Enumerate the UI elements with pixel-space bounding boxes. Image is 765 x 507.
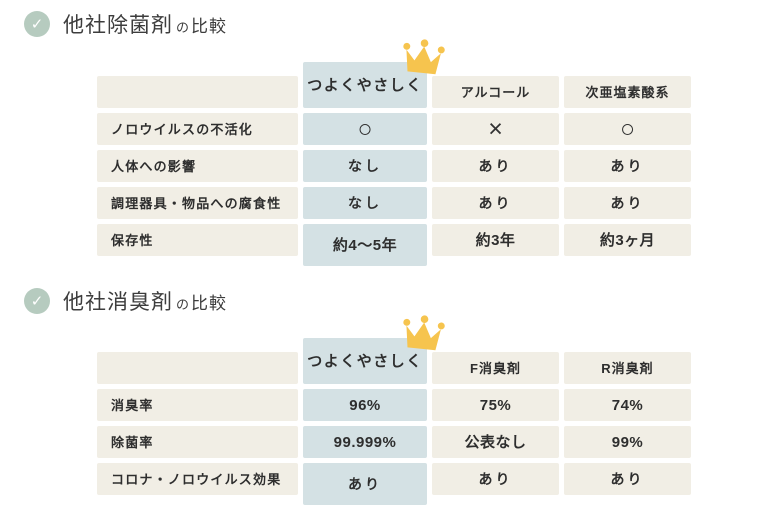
value-cell: 99% [564,426,691,458]
header-corner-cell [97,76,298,108]
header-competitor-cell: 次亜塩素酸系 [564,76,691,108]
header-product-cell: つよくやさしく [303,62,427,108]
check-icon: ✓ [24,288,50,314]
header-product-cell: つよくやさしく [303,338,427,384]
value-cell: なし [303,150,427,182]
value-cell: 96% [303,389,427,421]
value-cell: ○ [564,113,691,145]
value-cell: 約3年 [432,224,559,256]
value-cell: 公表なし [432,426,559,458]
section-title-disinfectant: ✓ 他社除菌剤の比較 [24,9,227,39]
value-cell: あり [432,150,559,182]
title-suffix: 比較 [191,17,228,36]
row-label-cell: 消臭率 [97,389,298,421]
crown-icon [396,312,450,355]
disinfectant-comparison-table: つよくやさしく アルコール 次亜塩素酸系 ノロウイルスの不活化 ○ × ○ 人体… [97,62,691,266]
section-title-text: 他社除菌剤の比較 [63,9,227,39]
section-title-text: 他社消臭剤の比較 [63,286,227,316]
header-competitor-cell: アルコール [432,76,559,108]
title-particle: の [176,20,190,35]
row-label-cell: ノロウイルスの不活化 [97,113,298,145]
value-cell: あり [432,463,559,495]
deodorizer-comparison-table: つよくやさしく F消臭剤 R消臭剤 消臭率 96% 75% 74% 除菌率 99… [97,338,691,505]
value-cell: あり [432,187,559,219]
value-cell: あり [564,150,691,182]
row-label-cell: 調理器具・物品への腐食性 [97,187,298,219]
value-cell: なし [303,187,427,219]
value-cell: 約3ヶ月 [564,224,691,256]
value-cell: × [432,113,559,145]
row-label-cell: 保存性 [97,224,298,256]
value-cell: あり [564,187,691,219]
value-cell: 99.999% [303,426,427,458]
value-cell: 75% [432,389,559,421]
title-suffix: 比較 [191,294,228,313]
check-icon: ✓ [24,11,50,37]
value-cell: あり [303,463,427,505]
header-competitor-cell: F消臭剤 [432,352,559,384]
row-label-cell: コロナ・ノロウイルス効果 [97,463,298,495]
section-title-deodorizer: ✓ 他社消臭剤の比較 [24,286,227,316]
title-particle: の [176,297,190,312]
crown-icon [396,36,450,79]
title-main: 他社除菌剤 [63,13,173,37]
row-label-cell: 除菌率 [97,426,298,458]
header-corner-cell [97,352,298,384]
title-main: 他社消臭剤 [63,290,173,314]
value-cell: あり [564,463,691,495]
value-cell: 約4〜5年 [303,224,427,266]
value-cell: 74% [564,389,691,421]
value-cell: ○ [303,113,427,145]
row-label-cell: 人体への影響 [97,150,298,182]
header-competitor-cell: R消臭剤 [564,352,691,384]
